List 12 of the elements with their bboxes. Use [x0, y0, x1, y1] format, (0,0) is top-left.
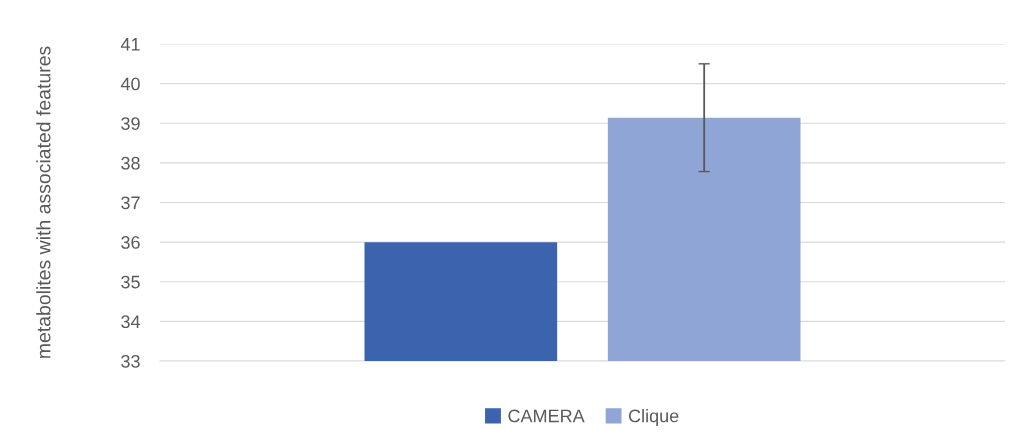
legend-label: CAMERA	[508, 409, 585, 423]
y-tick-label: 35	[121, 275, 140, 289]
y-tick-label: 39	[121, 117, 140, 130]
y-tick-label: 40	[120, 77, 140, 91]
y-tick-label: 38	[121, 156, 140, 170]
y-tick-label: 37	[121, 196, 140, 210]
y-tick-label: 41	[120, 38, 140, 51]
y-tick-label: 33	[121, 354, 140, 368]
y-tick-label: 34	[121, 315, 141, 329]
legend-label: Clique	[628, 409, 679, 426]
y-tick-label: 36	[121, 236, 140, 249]
y-axis-title: metabolites with associated features	[36, 46, 51, 358]
